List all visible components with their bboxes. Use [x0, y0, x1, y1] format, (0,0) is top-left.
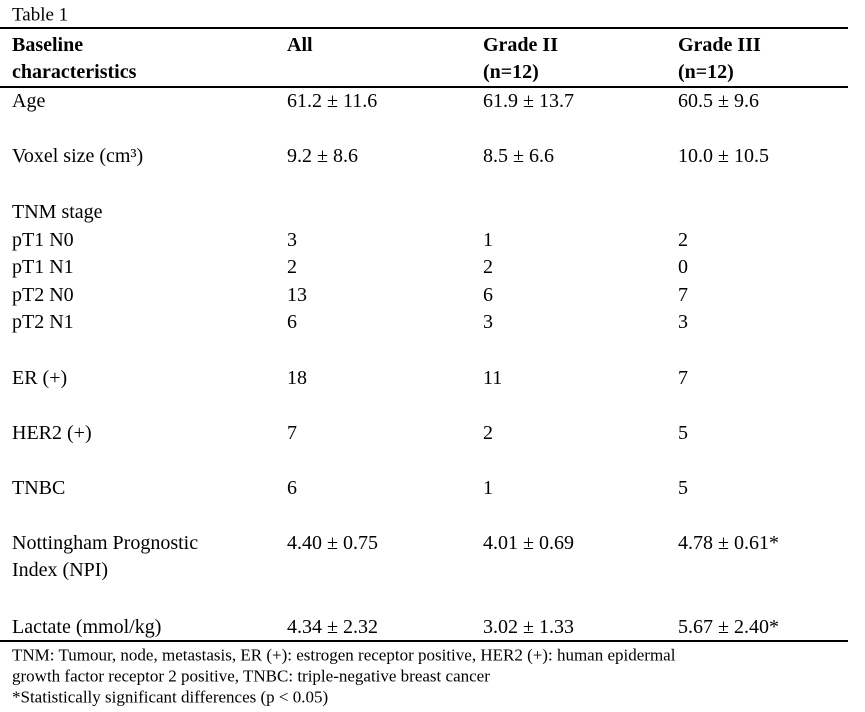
row-label: pT1 N1	[12, 256, 74, 278]
row-label: ER (+)	[12, 367, 68, 389]
header-rule	[0, 86, 848, 88]
cell: 8.5 ± 6.6	[483, 145, 554, 167]
cell: 4.40 ± 0.75	[287, 532, 378, 554]
cell: 5.67 ± 2.40*	[678, 616, 779, 638]
header-cell: Grade III	[678, 34, 761, 56]
bottom-rule	[0, 640, 848, 642]
cell: 7	[287, 422, 297, 444]
cell: 4.01 ± 0.69	[483, 532, 574, 554]
cell: 4.34 ± 2.32	[287, 616, 378, 638]
footnote: TNM: Tumour, node, metastasis, ER (+): e…	[12, 645, 676, 665]
cell: 0	[678, 256, 688, 278]
cell: 60.5 ± 9.6	[678, 90, 759, 112]
cell: 11	[483, 367, 503, 389]
cell: 61.9 ± 13.7	[483, 90, 574, 112]
cell: 6	[287, 311, 297, 333]
row-label: Age	[12, 90, 46, 112]
cell: 7	[678, 367, 688, 389]
row-label: pT1 N0	[12, 229, 74, 251]
row-label: TNBC	[12, 477, 66, 499]
header-cell: Grade II	[483, 34, 558, 56]
row-label: pT2 N1	[12, 311, 74, 333]
footnote: growth factor receptor 2 positive, TNBC:…	[12, 666, 490, 686]
cell: 10.0 ± 10.5	[678, 145, 769, 167]
cell: 7	[678, 284, 688, 306]
row-label: HER2 (+)	[12, 422, 92, 444]
header-cell: All	[287, 34, 313, 56]
cell: 3	[483, 311, 493, 333]
cell: 2	[287, 256, 297, 278]
cell: 18	[287, 367, 307, 389]
footnote: *Statistically significant differences (…	[12, 687, 329, 707]
header-cell: (n=12)	[678, 61, 734, 83]
cell: 5	[678, 477, 688, 499]
row-label: Nottingham Prognostic	[12, 532, 199, 554]
cell: 6	[287, 477, 297, 499]
cell: 1	[483, 477, 493, 499]
cell: 3	[678, 311, 688, 333]
cell: 2	[483, 256, 493, 278]
row-label: Lactate (mmol/kg)	[12, 616, 162, 638]
table-title: Table 1	[12, 4, 69, 26]
cell: 1	[483, 229, 493, 251]
header-cell: characteristics	[12, 61, 137, 83]
cell: 13	[287, 284, 307, 306]
cell: 3.02 ± 1.33	[483, 616, 574, 638]
row-label: Index (NPI)	[12, 559, 109, 581]
cell: 9.2 ± 8.6	[287, 145, 358, 167]
cell: 3	[287, 229, 297, 251]
cell: 5	[678, 422, 688, 444]
top-rule	[0, 27, 848, 29]
cell: 4.78 ± 0.61*	[678, 532, 779, 554]
row-label: Voxel size (cm³)	[12, 145, 144, 167]
row-label: pT2 N0	[12, 284, 74, 306]
cell: 2	[483, 422, 493, 444]
cell: 2	[678, 229, 688, 251]
header-cell: (n=12)	[483, 61, 539, 83]
header-cell: Baseline	[12, 34, 84, 56]
row-label: TNM stage	[12, 201, 103, 223]
cell: 6	[483, 284, 493, 306]
cell: 61.2 ± 11.6	[287, 90, 378, 112]
